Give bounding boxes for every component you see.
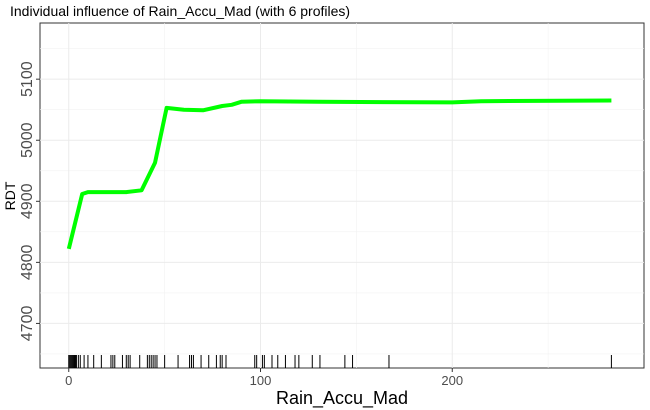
rug-marks: [68, 355, 612, 368]
x-axis-title: Rain_Accu_Mad: [276, 388, 408, 409]
series-line: [66, 98, 612, 250]
minor-gridlines: [40, 23, 644, 368]
x-axis-ticks: 0 100 200: [65, 368, 463, 388]
chart-title: Individual influence of Rain_Accu_Mad (w…: [10, 3, 351, 19]
y-axis-ticks: 4700 4800 4900 5000 5100: [19, 61, 40, 341]
y-tick-label: 4800: [19, 244, 36, 280]
y-axis-title: RDT: [2, 181, 18, 210]
y-tick-label: 5100: [19, 61, 36, 97]
y-tick-label: 5000: [19, 122, 36, 158]
major-gridlines: [40, 23, 644, 368]
plot-panel: [39, 22, 645, 369]
x-tick-label: 200: [441, 373, 463, 388]
x-tick-label: 0: [65, 373, 72, 388]
series-layer: [66, 98, 612, 250]
y-tick-label: 4900: [19, 183, 36, 219]
x-tick-label: 100: [250, 373, 272, 388]
y-tick-label: 4700: [19, 306, 36, 342]
